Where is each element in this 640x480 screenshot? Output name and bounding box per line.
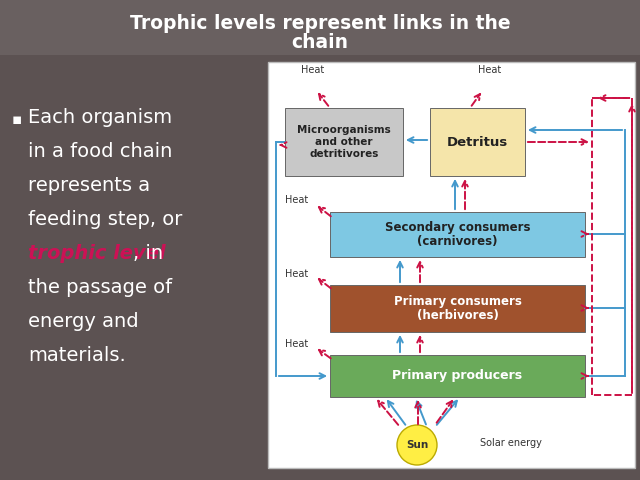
Text: , in: , in — [133, 244, 163, 263]
Text: in a food chain: in a food chain — [28, 142, 172, 161]
Text: represents a: represents a — [28, 176, 150, 195]
Text: chain: chain — [291, 33, 349, 52]
Bar — [285, 108, 403, 176]
Text: feeding step, or: feeding step, or — [28, 210, 182, 229]
Text: Primary producers: Primary producers — [392, 370, 523, 383]
Text: Heat: Heat — [478, 65, 502, 75]
Text: materials.: materials. — [28, 346, 125, 365]
Text: Detritus: Detritus — [447, 135, 508, 148]
Text: Each organism: Each organism — [28, 108, 172, 127]
Bar — [330, 285, 585, 332]
Bar — [268, 62, 635, 468]
Text: Trophic levels represent links in the: Trophic levels represent links in the — [130, 14, 510, 33]
Text: Heat: Heat — [285, 195, 308, 205]
Text: Primary consumers
(herbivores): Primary consumers (herbivores) — [394, 295, 522, 323]
Bar — [330, 355, 585, 397]
Bar — [430, 108, 525, 176]
Text: the passage of: the passage of — [28, 278, 172, 297]
Text: Solar energy: Solar energy — [480, 438, 542, 448]
Text: Microorganisms
and other
detritivores: Microorganisms and other detritivores — [297, 125, 391, 158]
Text: energy and: energy and — [28, 312, 139, 331]
Text: Secondary consumers
(carnivores): Secondary consumers (carnivores) — [385, 220, 531, 249]
Text: Heat: Heat — [285, 269, 308, 279]
Text: Heat: Heat — [285, 339, 308, 349]
Text: ▪: ▪ — [12, 112, 22, 127]
Text: Sun: Sun — [406, 440, 428, 450]
Text: Heat: Heat — [301, 65, 324, 75]
Circle shape — [397, 425, 437, 465]
Bar — [0, 0, 640, 55]
Text: trophic level: trophic level — [28, 244, 166, 263]
Bar — [330, 212, 585, 257]
